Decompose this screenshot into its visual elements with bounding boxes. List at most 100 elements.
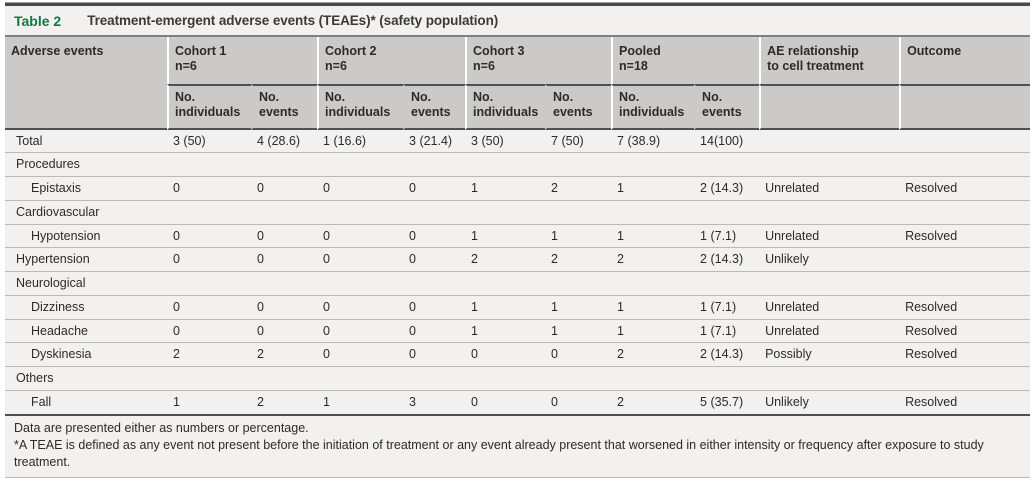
cell-cohort1-events: 2 — [251, 389, 318, 414]
cell-cohort2-individuals: 0 — [317, 247, 404, 271]
cell-cohort1-individuals: 0 — [167, 318, 251, 343]
table-top-rule — [5, 2, 1030, 6]
cell-cohort1-events: 0 — [251, 176, 318, 200]
cell-outcome — [899, 152, 1031, 176]
cell-pooled-events — [694, 152, 760, 176]
table-row: Dizziness 0 0 0 0 1 1 1 1 (7.1) Unrelate… — [5, 294, 1031, 319]
cell-cohort3-individuals: 3 (50) — [465, 129, 546, 153]
cell-ae-relationship: Unrelated — [759, 294, 900, 319]
column-header-ae-relationship: AE relationship to cell treatment — [759, 37, 900, 84]
cell-cohort2-events: 0 — [403, 223, 466, 248]
row-label: Fall — [5, 389, 167, 414]
table-row: Fall 1 2 1 3 0 0 2 5 (35.7) Unlikely Res… — [5, 389, 1031, 414]
cell-cohort3-individuals — [465, 271, 546, 295]
table-row: Hypertension 0 0 0 0 2 2 2 2 (14.3) Unli… — [5, 247, 1031, 271]
footnote-teae-definition: *A TEAE is defined as any event not pres… — [14, 437, 984, 469]
cell-cohort1-events — [251, 152, 318, 176]
cell-outcome: Resolved — [899, 176, 1031, 200]
table-row: Headache 0 0 0 0 1 1 1 1 (7.1) Unrelated… — [5, 318, 1031, 343]
cell-ae-relationship: Unlikely — [759, 247, 900, 271]
cell-pooled-events: 1 (7.1) — [694, 223, 760, 248]
column-header-pooled: Pooled n=18 — [611, 37, 760, 84]
cell-cohort2-individuals: 0 — [317, 223, 404, 248]
cohort-3-n: n=6 — [473, 59, 495, 74]
cell-cohort3-events — [545, 152, 612, 176]
table-footnotes: Data are presented either as numbers or … — [5, 413, 1030, 478]
cell-cohort3-events: 0 — [545, 342, 612, 366]
cell-cohort1-individuals: 2 — [167, 342, 251, 366]
subcolumn-header-no-events: No. events — [694, 84, 760, 130]
cell-cohort3-events: 1 — [545, 318, 612, 343]
cell-cohort2-individuals — [317, 199, 404, 224]
subcolumn-header-no-events: No. events — [403, 84, 466, 130]
table-row: Epistaxis 0 0 0 0 1 2 1 2 (14.3) Unrelat… — [5, 176, 1031, 200]
cell-cohort2-events: 0 — [403, 318, 466, 343]
cell-pooled-events — [694, 199, 760, 224]
cell-outcome: Resolved — [899, 318, 1031, 343]
cell-cohort3-individuals — [465, 199, 546, 224]
cell-cohort3-events: 7 (50) — [545, 129, 612, 153]
cell-cohort2-individuals — [317, 152, 404, 176]
cell-cohort1-events: 0 — [251, 294, 318, 319]
row-label: Dizziness — [5, 294, 167, 319]
cohort-2-name: Cohort 2 — [325, 44, 377, 58]
cell-cohort1-events: 2 — [251, 342, 318, 366]
table-row: Hypotension 0 0 0 0 1 1 1 1 (7.1) Unrela… — [5, 223, 1031, 248]
cell-cohort3-individuals: 1 — [465, 294, 546, 319]
cell-outcome — [899, 366, 1031, 390]
cell-pooled-individuals: 7 (38.9) — [611, 129, 695, 153]
row-label: Total — [5, 129, 167, 153]
cell-cohort3-individuals: 1 — [465, 223, 546, 248]
cell-cohort1-individuals: 0 — [167, 247, 251, 271]
cell-ae-relationship: Unrelated — [759, 176, 900, 200]
cell-pooled-events: 5 (35.7) — [694, 389, 760, 414]
cell-cohort2-events — [403, 271, 466, 295]
cell-cohort2-events: 0 — [403, 247, 466, 271]
cell-pooled-events: 1 (7.1) — [694, 318, 760, 343]
cell-cohort1-events: 0 — [251, 318, 318, 343]
cell-pooled-individuals: 1 — [611, 223, 695, 248]
cell-pooled-individuals — [611, 366, 695, 390]
column-header-adverse-events: Adverse events — [5, 37, 167, 130]
cell-cohort2-events: 3 (21.4) — [403, 129, 466, 153]
row-label: Others — [5, 366, 167, 390]
table-header: Adverse events Cohort 1 n=6 Cohort 2 n=6… — [5, 37, 1031, 130]
cell-cohort1-events — [251, 366, 318, 390]
cell-pooled-individuals: 2 — [611, 342, 695, 366]
row-label: Dyskinesia — [5, 342, 167, 366]
cell-pooled-individuals: 2 — [611, 247, 695, 271]
cell-pooled-events: 1 (7.1) — [694, 294, 760, 319]
cell-cohort3-events: 2 — [545, 247, 612, 271]
cell-cohort3-individuals — [465, 366, 546, 390]
ae-relationship-line1: AE relationship — [767, 44, 859, 58]
cell-cohort3-events: 1 — [545, 223, 612, 248]
cell-outcome — [899, 199, 1031, 224]
cell-cohort1-individuals: 1 — [167, 389, 251, 414]
cell-cohort2-individuals: 0 — [317, 176, 404, 200]
cell-pooled-individuals: 1 — [611, 318, 695, 343]
column-header-cohort-1: Cohort 1 n=6 — [167, 37, 318, 84]
subcolumn-header-no-events: No. events — [251, 84, 318, 130]
category-row: Others — [5, 366, 1031, 390]
cell-outcome — [899, 271, 1031, 295]
cell-pooled-events — [694, 271, 760, 295]
row-label: Epistaxis — [5, 176, 167, 200]
cell-cohort1-individuals: 3 (50) — [167, 129, 251, 153]
cohort-3-name: Cohort 3 — [473, 44, 525, 58]
cell-cohort1-events: 4 (28.6) — [251, 129, 318, 153]
cohort-2-n: n=6 — [325, 59, 347, 74]
cell-cohort2-events — [403, 199, 466, 224]
cell-ae-relationship: Possibly — [759, 342, 900, 366]
cell-cohort1-individuals — [167, 271, 251, 295]
cell-cohort3-events — [545, 271, 612, 295]
cell-cohort2-individuals: 0 — [317, 342, 404, 366]
cell-cohort3-individuals: 1 — [465, 318, 546, 343]
subcolumn-spacer-relationship — [759, 84, 900, 130]
cell-ae-relationship — [759, 129, 900, 153]
cell-cohort1-events: 0 — [251, 223, 318, 248]
cell-cohort3-events: 1 — [545, 294, 612, 319]
table-row: Total 3 (50) 4 (28.6) 1 (16.6) 3 (21.4) … — [5, 129, 1031, 153]
cell-cohort2-individuals: 0 — [317, 294, 404, 319]
cell-cohort3-events: 0 — [545, 389, 612, 414]
